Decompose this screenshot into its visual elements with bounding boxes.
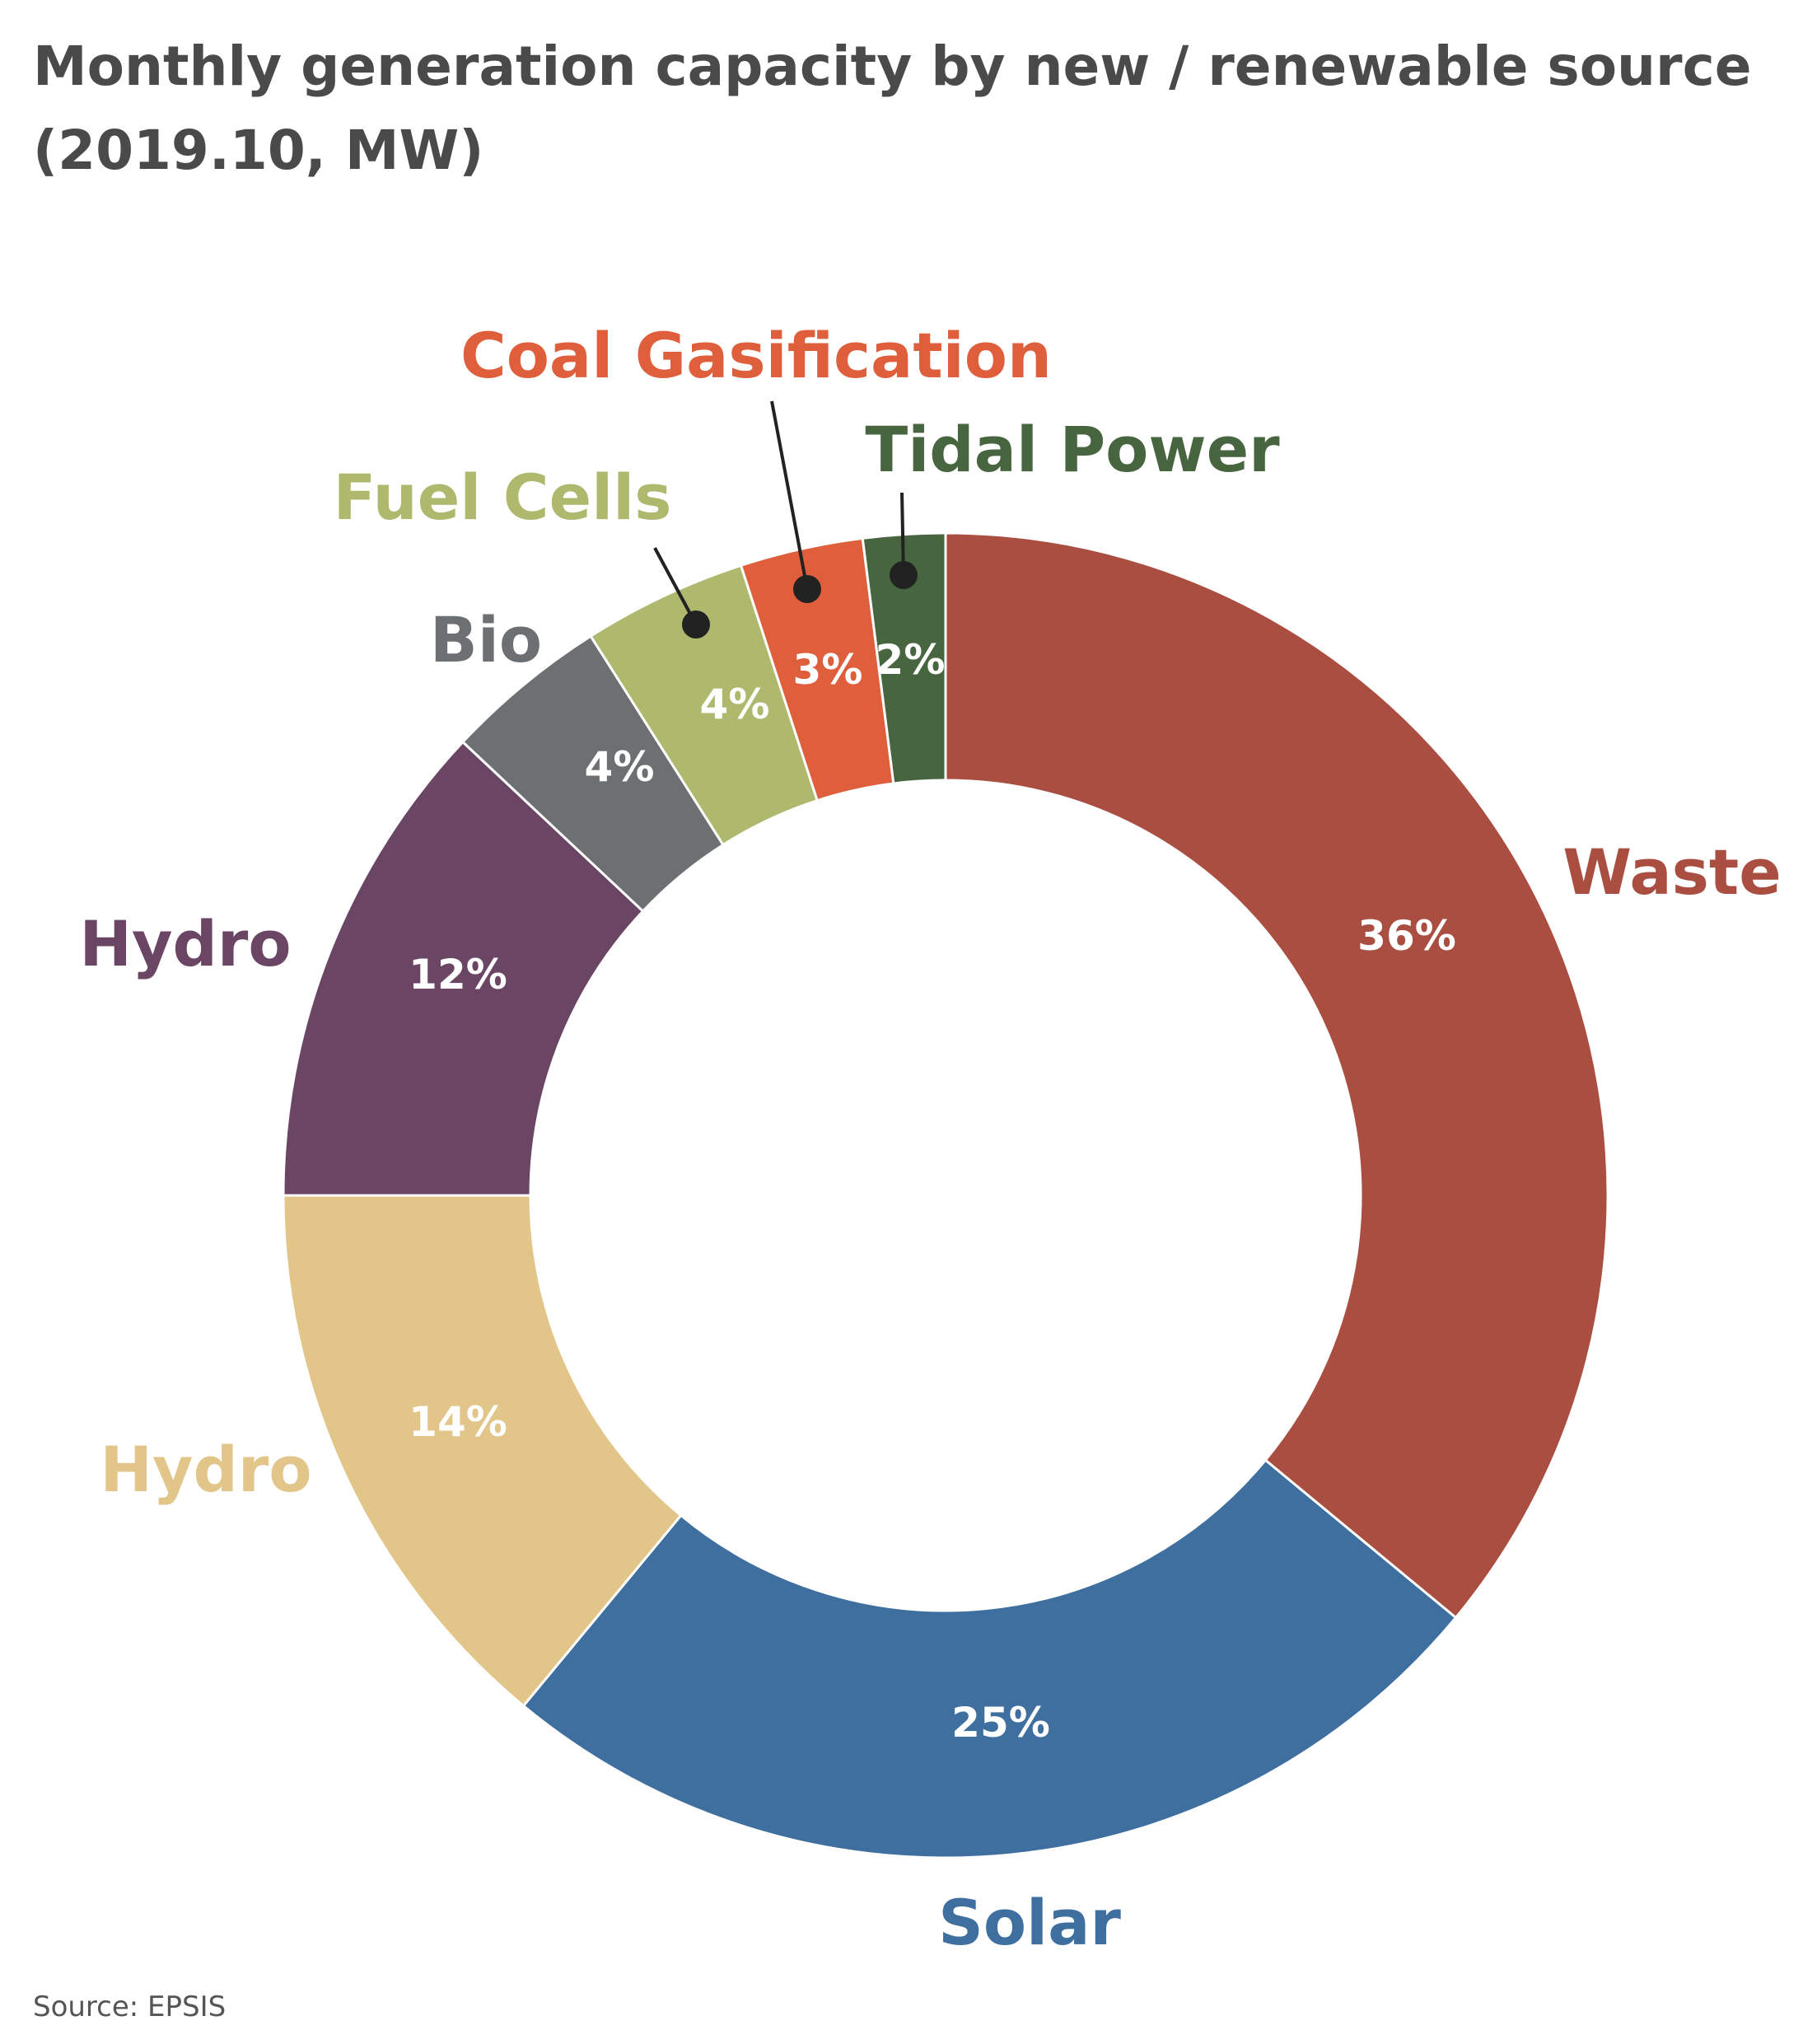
category-label-bio-4: Bio xyxy=(430,603,542,676)
slice-solar-1 xyxy=(521,1458,1458,1859)
category-label-hydro-3: Hydro xyxy=(79,907,291,980)
chart-title-line-1: Monthly generation capacity by new / ren… xyxy=(33,35,1752,98)
percent-label-3: 12% xyxy=(409,951,507,999)
percent-label-6: 3% xyxy=(793,646,863,694)
slice-hydro-2 xyxy=(282,1194,683,1708)
percent-labels-group: 36% 25% 14% 12% 4% 4% 3% 2% xyxy=(409,636,1456,1747)
leader-line-5 xyxy=(653,547,698,625)
category-label-tidal-power-7: Tidal Power xyxy=(865,413,1280,486)
percent-label-4: 4% xyxy=(585,743,655,791)
leader-dot-7 xyxy=(890,561,918,589)
leader-line-6 xyxy=(770,400,809,590)
category-label-hydro-2: Hydro xyxy=(100,1433,311,1506)
category-label-coal-gasification-6: Coal Gasification xyxy=(460,319,1052,392)
category-label-solar-1: Solar xyxy=(938,1886,1121,1959)
percent-label-1: 25% xyxy=(951,1699,1050,1747)
leader-dot-5 xyxy=(682,610,710,638)
leader-lines-group xyxy=(653,400,918,638)
slice-hydro-3 xyxy=(282,740,645,1197)
slice-waste-0 xyxy=(944,531,1609,1620)
percent-label-0: 36% xyxy=(1357,912,1456,960)
percent-label-7: 2% xyxy=(876,636,946,684)
leader-dot-6 xyxy=(793,575,821,603)
chart-title: Monthly generation capacity by new / ren… xyxy=(33,25,1779,193)
source-note: Source: EPSIS xyxy=(33,1990,227,2023)
slice-tidal-power-7 xyxy=(861,531,947,785)
slices-group xyxy=(282,531,1609,1859)
category-labels-group: Waste Solar Hydro Hydro Bio Fuel Cells Coal Ga… xyxy=(79,319,1781,1959)
chart-title-line-2: (2019.10, MW) xyxy=(33,119,484,182)
category-label-fuel-cells-5: Fuel Cells xyxy=(334,461,672,534)
percent-label-5: 4% xyxy=(700,681,770,728)
percent-label-2: 14% xyxy=(409,1398,507,1446)
category-label-waste-0: Waste xyxy=(1562,835,1782,909)
